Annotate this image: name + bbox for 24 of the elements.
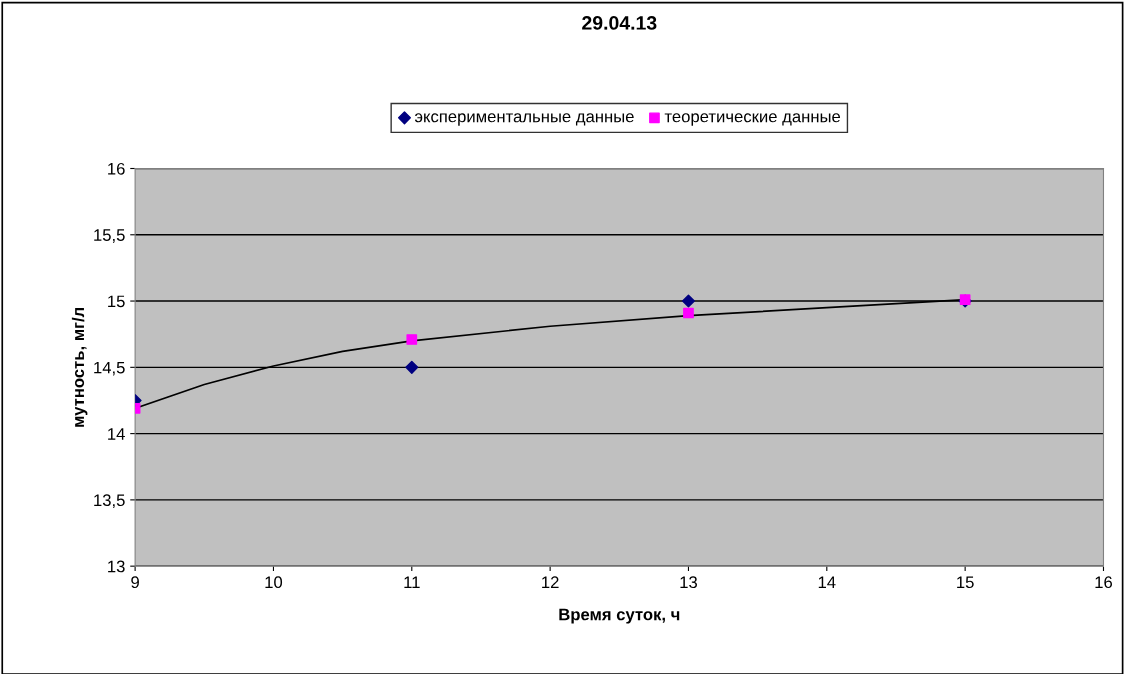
point bbox=[683, 307, 694, 319]
point bbox=[681, 294, 695, 308]
x-tick-label: 9 bbox=[131, 576, 139, 589]
point bbox=[406, 334, 418, 345]
x-tick-label: 10 bbox=[265, 576, 283, 589]
x-tick-label: 16 bbox=[1095, 576, 1113, 589]
x-axis-title: Время суток, ч bbox=[559, 608, 680, 624]
y-tick-label: 13 bbox=[108, 560, 125, 573]
legend-label: экспериментальные данные bbox=[414, 113, 634, 126]
x-tick-label: 15 bbox=[957, 576, 974, 589]
y-axis-title: мутность, мг/л bbox=[71, 307, 88, 427]
chart-title: 29.04.13 bbox=[582, 16, 657, 30]
x-tick-label: 14 bbox=[818, 576, 836, 588]
x-tick-label: 12 bbox=[542, 576, 559, 588]
legend-label: теоретические данные bbox=[664, 113, 841, 126]
x-tick-label: 13 bbox=[680, 576, 698, 589]
y-tick-label: 16 bbox=[108, 162, 125, 175]
y-tick-label: 15 bbox=[108, 295, 125, 308]
y-tick-label: 13,5 bbox=[94, 494, 125, 509]
y-tick-label: 15,5 bbox=[94, 229, 125, 243]
point bbox=[405, 360, 419, 374]
y-tick-label: 14 bbox=[108, 428, 125, 440]
y-tick-label: 14,5 bbox=[94, 361, 125, 376]
x-tick-label: 11 bbox=[404, 576, 420, 588]
